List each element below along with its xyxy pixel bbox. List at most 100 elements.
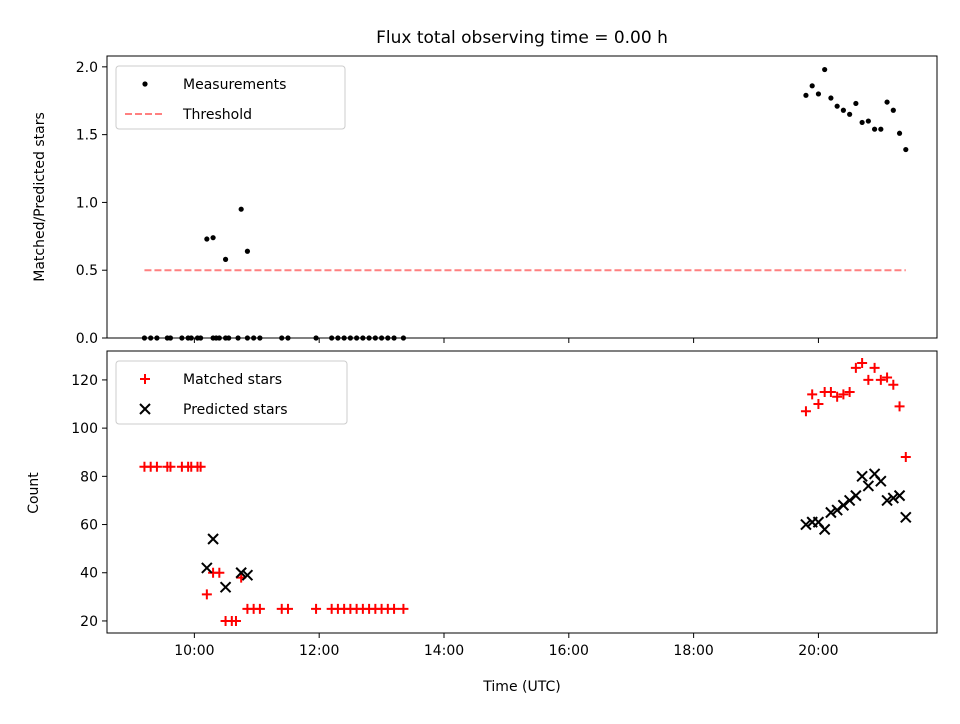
- matched-star-point: [850, 362, 861, 373]
- measurement-point: [903, 146, 909, 153]
- bottom-legend-label: Predicted stars: [183, 402, 288, 418]
- bottom-x-tick-label: 12:00: [299, 643, 339, 659]
- bottom-y-tick-label: 120: [71, 373, 98, 389]
- matched-star-point: [201, 589, 212, 600]
- top-legend-marker: [142, 81, 148, 87]
- bottom-y-tick-label: 60: [80, 518, 98, 534]
- measurement-point: [865, 118, 871, 124]
- bottom-series-predicted-stars: [201, 468, 912, 593]
- predicted-star-point: [800, 518, 812, 531]
- matched-star-point: [900, 452, 911, 463]
- measurement-point: [871, 126, 878, 132]
- predicted-star-point: [207, 533, 219, 545]
- predicted-star-point: [881, 494, 893, 507]
- matched-star-point: [875, 374, 886, 385]
- measurement-point: [803, 92, 809, 98]
- matched-star-point: [882, 372, 893, 383]
- bottom-legend-marker: [139, 403, 151, 415]
- measurement-point: [847, 111, 853, 117]
- matched-star-point: [214, 567, 225, 578]
- matched-star-point: [863, 374, 874, 385]
- matched-star-point: [807, 389, 818, 400]
- top-plot-area: 0.0 0.5 1.0 1.5 2.0 Measurements Threshold: [76, 55, 938, 347]
- bottom-legend-marker: [140, 374, 150, 384]
- matched-star-point: [857, 358, 868, 369]
- matched-star-point: [813, 399, 824, 410]
- top-y-tick-label: 1.5: [76, 128, 98, 144]
- top-y-tick-label: 0.0: [76, 331, 98, 347]
- matched-star-point: [825, 386, 836, 397]
- matched-star-point: [832, 391, 843, 402]
- predicted-star-point: [843, 494, 856, 507]
- bottom-y-axis-label: Count: [26, 472, 42, 514]
- measurement-point: [815, 91, 822, 97]
- measurement-point: [828, 95, 834, 101]
- measurement-point: [238, 206, 244, 212]
- measurement-point: [896, 130, 903, 136]
- matched-star-point: [151, 461, 162, 472]
- matched-star-point: [230, 615, 241, 626]
- top-legend-label: Threshold: [182, 107, 252, 123]
- measurement-point: [222, 256, 229, 262]
- bottom-x-tick-label: 16:00: [549, 643, 589, 659]
- x-axis-label: Time (UTC): [482, 679, 560, 695]
- predicted-star-point: [856, 470, 868, 483]
- matched-star-point: [195, 461, 206, 472]
- predicted-star-point: [235, 567, 247, 579]
- predicted-star-point: [887, 492, 900, 504]
- matched-star-point: [800, 406, 811, 417]
- matched-star-point: [282, 603, 293, 614]
- predicted-star-point: [241, 569, 254, 581]
- top-axes-frame: [106, 55, 938, 339]
- top-legend: Measurements Threshold: [115, 65, 346, 130]
- bottom-legend: Matched stars Predicted stars: [115, 360, 348, 425]
- top-legend-label: Measurements: [183, 77, 286, 93]
- bottom-plot-area: 20 40 60 80 100 120 10:00 12:00 14:00 16:00 18:00 2…: [71, 350, 938, 659]
- predicted-star-point: [850, 489, 862, 502]
- measurement-point: [809, 83, 815, 89]
- measurement-point: [878, 126, 884, 132]
- matched-star-point: [844, 386, 855, 397]
- measurement-point: [244, 248, 251, 254]
- top-series-measurements: [141, 66, 909, 341]
- top-chart-title: Flux total observing time = 0.00 h: [376, 28, 668, 48]
- bottom-x-tick-label: 18:00: [673, 643, 713, 659]
- predicted-star-point: [900, 511, 912, 524]
- predicted-star-point: [893, 489, 906, 502]
- bottom-axes-frame: [106, 350, 938, 634]
- matched-star-point: [311, 603, 322, 614]
- bottom-x-tick-label: 14:00: [424, 643, 464, 659]
- measurement-point: [890, 107, 896, 113]
- top-y-tick-label: 0.5: [76, 263, 98, 279]
- measurement-point: [210, 235, 216, 241]
- predicted-star-point: [825, 506, 837, 519]
- predicted-star-point: [862, 480, 875, 492]
- matched-star-point: [398, 603, 409, 614]
- measurement-point: [834, 103, 840, 109]
- bottom-legend-label: Matched stars: [183, 372, 282, 388]
- measurement-point: [853, 100, 859, 107]
- measurement-point: [884, 99, 890, 105]
- predicted-star-point: [875, 475, 887, 487]
- predicted-star-point: [837, 499, 850, 511]
- measurement-point: [822, 66, 828, 73]
- predicted-star-point: [219, 581, 232, 593]
- bottom-series-matched-stars: [139, 358, 911, 626]
- top-y-tick-label: 2.0: [76, 60, 98, 76]
- bottom-y-tick-label: 100: [71, 421, 98, 437]
- matched-star-point: [838, 389, 849, 400]
- matched-star-point: [894, 401, 905, 412]
- bottom-y-tick-label: 80: [80, 469, 98, 485]
- top-y-tick-label: 1.0: [76, 195, 98, 211]
- measurement-point: [204, 236, 210, 242]
- top-y-axis-label: Matched/Predicted stars: [32, 112, 48, 282]
- bottom-legend-box: [115, 360, 348, 425]
- bottom-x-tick-label: 10:00: [174, 643, 214, 659]
- matched-star-point: [888, 379, 899, 390]
- predicted-star-point: [201, 562, 213, 574]
- predicted-star-point: [818, 523, 831, 536]
- matched-star-point: [389, 603, 400, 614]
- measurement-point: [859, 119, 865, 126]
- matched-star-point: [165, 461, 176, 472]
